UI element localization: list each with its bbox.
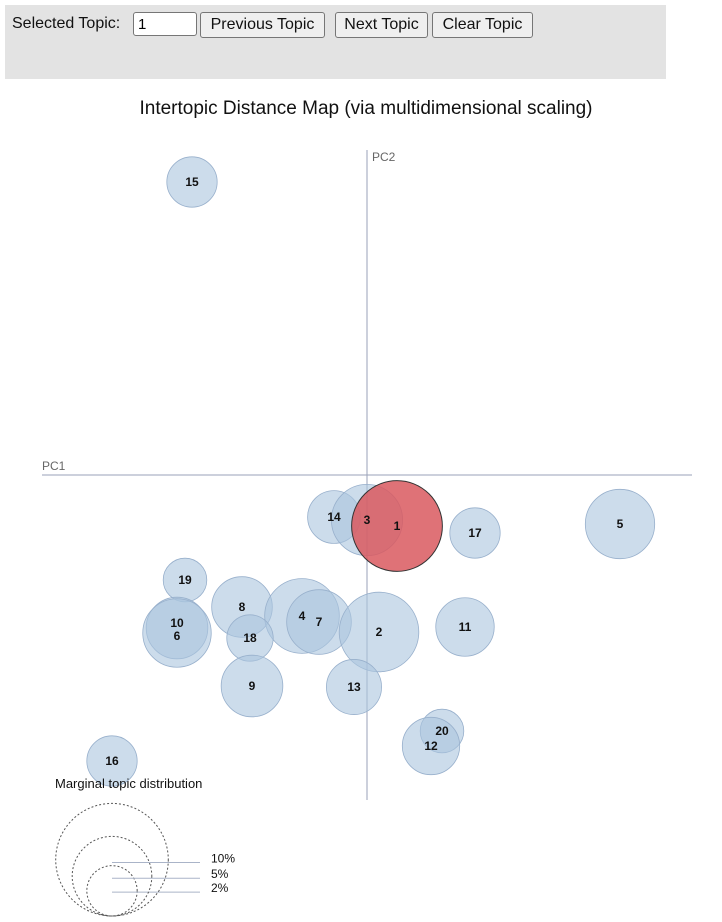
marginal-distribution-legend: Marginal topic distribution 2%5%10% xyxy=(55,776,235,917)
legend-label-5pct: 5% xyxy=(211,867,229,881)
legend-circle-2pct xyxy=(86,865,138,917)
topic-label-17: 17 xyxy=(468,526,482,540)
topic-label-7: 7 xyxy=(316,615,323,629)
chart-title: Intertopic Distance Map (via multidimens… xyxy=(139,98,593,119)
legend-label-10pct: 10% xyxy=(211,852,235,866)
clear-topic-button[interactable]: Clear Topic xyxy=(432,12,533,38)
previous-topic-button[interactable]: Previous Topic xyxy=(200,12,325,38)
topic-bubble-17[interactable] xyxy=(449,507,501,559)
topic-label-6: 6 xyxy=(174,629,181,643)
topic-bubble-5[interactable] xyxy=(584,488,656,560)
topic-label-11: 11 xyxy=(459,620,472,634)
selected-topic-label: Selected Topic: xyxy=(12,15,121,32)
topic-bubble-16[interactable] xyxy=(86,735,138,787)
pc1-axis-label: PC1 xyxy=(42,459,66,473)
topic-label-5: 5 xyxy=(617,517,624,531)
legend-label-2pct: 2% xyxy=(211,881,229,895)
legend-title: Marginal topic distribution xyxy=(55,776,202,791)
topic-label-10: 10 xyxy=(170,616,184,630)
topic-label-4: 4 xyxy=(299,609,306,623)
topic-bubble-9[interactable] xyxy=(220,654,284,718)
pc2-axis-label: PC2 xyxy=(372,150,396,164)
next-topic-button[interactable]: Next Topic xyxy=(335,12,428,38)
legend-circle-10pct xyxy=(55,802,169,917)
topic-bubble-11[interactable] xyxy=(435,597,495,657)
topic-label-19: 19 xyxy=(178,573,192,587)
topic-label-20: 20 xyxy=(435,724,449,738)
topic-bubble-6[interactable] xyxy=(142,598,212,668)
selected-topic-input[interactable] xyxy=(133,12,197,36)
topic-toolbar: Selected Topic: Previous Topic Next Topi… xyxy=(5,5,666,79)
topic-label-2: 2 xyxy=(376,625,383,639)
topic-bubble-13[interactable] xyxy=(326,659,382,715)
topic-label-14: 14 xyxy=(327,510,341,524)
topic-bubble-2[interactable] xyxy=(338,591,420,673)
topic-label-8: 8 xyxy=(239,600,246,614)
topic-label-1: 1 xyxy=(394,519,401,533)
topic-label-13: 13 xyxy=(347,680,361,694)
topic-bubble-1[interactable] xyxy=(351,480,443,572)
topic-label-18: 18 xyxy=(243,631,257,645)
topic-bubble-15[interactable] xyxy=(166,156,218,208)
topic-label-15: 15 xyxy=(185,175,199,189)
topic-label-12: 12 xyxy=(424,739,438,753)
topic-label-16: 16 xyxy=(105,754,119,768)
legend-circle-5pct xyxy=(71,835,153,917)
topic-label-9: 9 xyxy=(249,679,256,693)
topic-label-3: 3 xyxy=(364,513,371,527)
topic-bubble-12[interactable] xyxy=(401,716,461,776)
